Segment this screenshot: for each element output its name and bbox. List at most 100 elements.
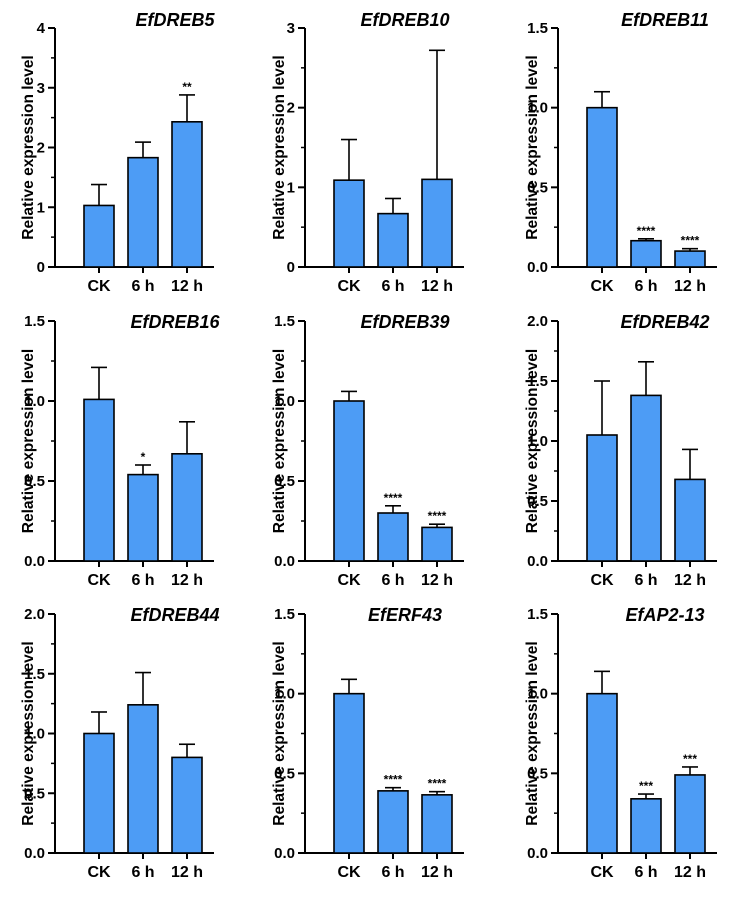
bar-12h bbox=[421, 526, 453, 562]
x-tick-label: 12 h bbox=[421, 572, 453, 589]
x-tick-label: CK bbox=[337, 278, 361, 295]
bar-ck bbox=[83, 204, 115, 268]
significance-label: **** bbox=[681, 234, 700, 248]
y-tick-label: 2 bbox=[287, 100, 295, 117]
y-tick-label: 1 bbox=[37, 199, 45, 216]
x-tick-label: CK bbox=[590, 864, 614, 881]
y-tick-label: 0.0 bbox=[274, 845, 295, 862]
x-tick-label: 6 h bbox=[131, 278, 154, 295]
chart-title: EfERF43 bbox=[368, 605, 442, 625]
chart-title: EfDREB5 bbox=[135, 10, 215, 30]
x-tick-label: 6 h bbox=[131, 864, 154, 881]
y-tick-label: 1.0 bbox=[274, 686, 295, 703]
y-tick-label: 1.0 bbox=[24, 726, 45, 743]
x-tick-label: 12 h bbox=[421, 864, 453, 881]
chart-panel-eferf43: Relative expression level EfERF43 0.0 0.5 1.… bbox=[271, 605, 464, 881]
bar-6h bbox=[377, 212, 409, 268]
y-axis-label: Relative expression level bbox=[271, 55, 288, 239]
y-tick-label: 4 bbox=[37, 20, 46, 37]
x-tick-label: 6 h bbox=[131, 572, 154, 589]
y-tick-label: 0.5 bbox=[527, 179, 548, 196]
y-axis-label: Relative expression level bbox=[271, 641, 288, 825]
bar-ck bbox=[586, 434, 618, 562]
chart-title: EfDREB16 bbox=[130, 312, 220, 332]
y-axis-label: Relative expression level bbox=[20, 349, 37, 533]
bar-12h bbox=[674, 478, 706, 562]
y-tick-label: 0 bbox=[287, 259, 295, 276]
bar-ck bbox=[83, 732, 115, 854]
y-tick-label: 0.0 bbox=[24, 845, 45, 862]
y-tick-label: 3 bbox=[287, 20, 295, 37]
chart-title: EfDREB44 bbox=[130, 605, 219, 625]
chart-panel-efdreb10: Relative expression level EfDREB10 0 1 2 3 CK 6… bbox=[271, 10, 464, 295]
significance-label: **** bbox=[384, 773, 403, 787]
bar-12h bbox=[674, 774, 706, 854]
y-tick-label: 0 bbox=[37, 259, 45, 276]
chart-title: EfDREB10 bbox=[360, 10, 449, 30]
y-tick-label: 1.5 bbox=[527, 606, 548, 623]
chart-panel-efap2-13: Relative expression level EfAP2-13 0.0 0.5 1… bbox=[524, 605, 717, 881]
bar-6h bbox=[127, 473, 159, 562]
y-tick-label: 1.0 bbox=[24, 393, 45, 410]
bar-6h bbox=[630, 239, 662, 268]
x-tick-label: CK bbox=[337, 572, 361, 589]
chart-title: EfAP2-13 bbox=[625, 605, 704, 625]
bar-12h bbox=[171, 756, 203, 854]
x-tick-label: 12 h bbox=[171, 278, 203, 295]
bar-12h bbox=[421, 178, 453, 268]
chart-panel-efdreb39: Relative expression level EfDREB39 0.0 0.5 1… bbox=[271, 312, 464, 589]
x-tick-label: 12 h bbox=[674, 864, 706, 881]
y-axis-label: Relative expression level bbox=[524, 349, 541, 533]
y-axis-label: Relative expression level bbox=[20, 55, 37, 239]
y-tick-label: 2.0 bbox=[527, 313, 548, 330]
significance-label: **** bbox=[384, 491, 403, 505]
significance-label: * bbox=[141, 450, 146, 464]
x-tick-label: CK bbox=[87, 278, 111, 295]
significance-label: **** bbox=[428, 777, 447, 791]
chart-panel-efdreb42: Relative expression level EfDREB42 0.0 0.5 1… bbox=[524, 312, 717, 589]
bar-12h bbox=[674, 250, 706, 268]
x-tick-label: 6 h bbox=[634, 278, 657, 295]
y-tick-label: 2.0 bbox=[24, 606, 45, 623]
y-tick-label: 0.5 bbox=[527, 765, 548, 782]
chart-panel-efdreb5: Relative expression level EfDREB5 0 1 2 3 4 CK 6… bbox=[20, 10, 215, 295]
x-tick-label: CK bbox=[590, 278, 614, 295]
y-tick-label: 0.0 bbox=[527, 553, 548, 570]
bar-6h bbox=[630, 798, 662, 854]
y-tick-label: 1.5 bbox=[527, 20, 548, 37]
y-axis-label: Relative expression level bbox=[524, 55, 541, 239]
bar-6h bbox=[377, 512, 409, 562]
y-tick-label: 1.0 bbox=[527, 433, 548, 450]
y-tick-label: 1.5 bbox=[24, 313, 45, 330]
chart-title: EfDREB42 bbox=[620, 312, 709, 332]
bar-12h bbox=[421, 794, 453, 854]
bar-ck bbox=[333, 179, 365, 268]
bar-ck bbox=[333, 400, 365, 562]
significance-label: *** bbox=[683, 752, 697, 766]
y-tick-label: 1.5 bbox=[527, 373, 548, 390]
y-axis-label: Relative expression level bbox=[20, 641, 37, 825]
y-tick-label: 1.5 bbox=[24, 666, 45, 683]
y-tick-label: 0.0 bbox=[527, 259, 548, 276]
y-tick-label: 1.0 bbox=[527, 686, 548, 703]
y-tick-label: 0.0 bbox=[274, 553, 295, 570]
bar-ck bbox=[586, 692, 618, 854]
y-tick-label: 1 bbox=[287, 179, 295, 196]
y-tick-label: 0.5 bbox=[274, 473, 295, 490]
x-tick-label: 12 h bbox=[171, 572, 203, 589]
x-tick-label: 12 h bbox=[674, 278, 706, 295]
x-tick-label: CK bbox=[590, 572, 614, 589]
x-tick-label: 6 h bbox=[381, 864, 404, 881]
y-axis-label: Relative expression level bbox=[524, 641, 541, 825]
chart-title: EfDREB11 bbox=[621, 10, 709, 30]
bar-6h bbox=[377, 790, 409, 854]
y-tick-label: 3 bbox=[37, 80, 45, 97]
bar-ck bbox=[83, 398, 115, 562]
chart-panel-efdreb16: Relative expression level EfDREB16 0.0 0.5 1… bbox=[20, 312, 220, 589]
bar-6h bbox=[127, 156, 159, 268]
x-tick-label: 12 h bbox=[421, 278, 453, 295]
y-tick-label: 0.0 bbox=[24, 553, 45, 570]
x-tick-label: 12 h bbox=[171, 864, 203, 881]
chart-title: EfDREB39 bbox=[360, 312, 449, 332]
